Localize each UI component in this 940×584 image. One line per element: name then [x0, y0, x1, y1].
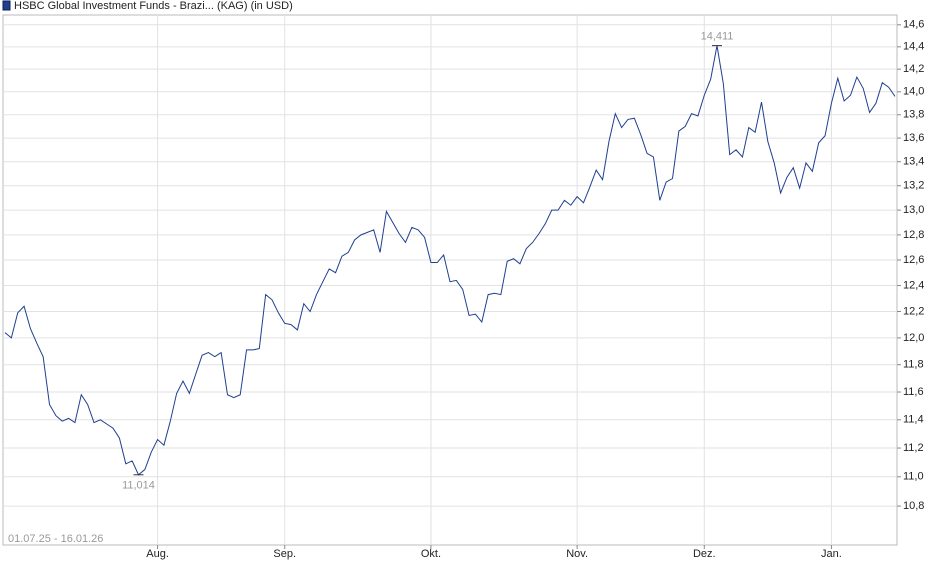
y-tick-label: 11,4 [903, 414, 924, 426]
price-line [4, 45, 896, 476]
x-tick-label: Aug. [146, 548, 169, 560]
chart-title: HSBC Global Investment Funds - Brazi... … [14, 0, 293, 12]
y-tick-label: 12,0 [903, 332, 924, 344]
y-tick-label: 13,8 [903, 109, 924, 121]
y-tick-label: 12,8 [903, 229, 924, 241]
y-tick-label: 14,2 [903, 63, 924, 75]
y-tick-label: 11,2 [903, 442, 924, 454]
y-tick-label: 12,4 [903, 279, 924, 291]
y-tick-label: 11,6 [903, 386, 924, 398]
legend-swatch [2, 0, 11, 11]
y-tick-label: 13,2 [903, 180, 924, 192]
x-tick-label: Okt. [421, 548, 441, 560]
annotation-label: 11,014 [122, 480, 155, 492]
x-tick-label: Jan. [821, 548, 842, 560]
plot-frame [2, 14, 898, 546]
y-tick-label: 13,4 [903, 156, 924, 168]
annotation-label: 14,411 [701, 31, 734, 43]
y-tick-label: 13,6 [903, 132, 924, 144]
y-tick-label: 11,8 [903, 359, 924, 371]
y-tick-label: 12,6 [903, 254, 924, 266]
x-tick-label: Nov. [566, 548, 588, 560]
x-tick-label: Dez. [693, 548, 716, 560]
y-tick-label: 11,0 [903, 471, 924, 483]
y-tick-label: 10,8 [903, 500, 924, 512]
y-tick-label: 13,0 [903, 204, 924, 216]
y-tick-label: 14,4 [903, 41, 924, 53]
date-range: 01.07.25 - 16.01.26 [8, 533, 103, 545]
y-tick-label: 12,2 [903, 305, 924, 317]
y-tick-label: 14,0 [903, 86, 924, 98]
y-tick-label: 14,6 [903, 19, 924, 31]
x-tick-label: Sep. [273, 548, 296, 560]
